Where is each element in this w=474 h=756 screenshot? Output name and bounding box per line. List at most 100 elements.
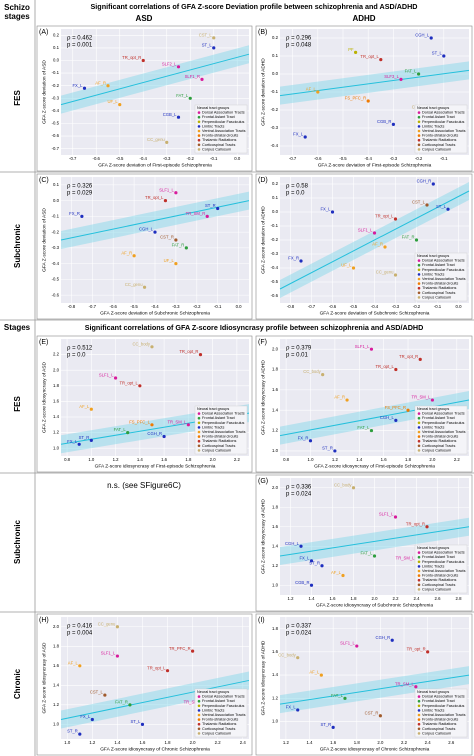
data-point [391,122,395,126]
legend-swatch [417,125,421,128]
data-point [174,191,178,195]
point-label: SLF1_L [99,373,114,378]
x-tick-label: 1.2 [113,457,120,462]
data-point [162,434,166,439]
data-point [303,135,307,139]
point-label: FAT_L [176,93,189,98]
legend-swatch [417,695,421,698]
y-axis-label: GFA Z-score deviation of ASD [41,60,47,124]
panel-label: (G) [258,478,268,485]
legend-label: Fronto-striatal circuits [422,574,458,578]
point-label: CC_genu [147,137,165,142]
point-label: SLF1_L [358,228,373,233]
legend-label: Corpus Callosum [422,587,451,591]
legend-swatch [197,444,201,448]
legend-swatch [417,129,421,133]
legend-swatch [197,435,201,438]
x-tick-label: 0.0 [236,304,243,309]
data-point [369,347,374,351]
data-point [200,77,204,81]
row-label: FES [13,90,22,106]
point-label: FX_L [80,714,91,719]
data-point [383,245,387,249]
point-label: FS_PFC_L [129,419,150,424]
legend-swatch [197,727,201,731]
x-axis-label: GFA Z-score idiosyncrasy of First-episod… [314,463,435,469]
legend-label: Corticospinal Tracts [422,583,455,587]
legend-swatch [417,416,421,420]
point-label: AF_R [372,242,383,247]
point-label: SLF1_L [340,641,355,646]
data-point [299,259,303,263]
legend-swatch [197,134,201,137]
x-tick-label: -0.5 [130,304,138,309]
point-label: ST_R [67,729,78,734]
legend-swatch [197,713,201,717]
data-point [141,58,145,63]
legend-box [414,544,468,594]
y-tick-label: 2.0 [53,367,60,372]
y-tick-label: -0.4 [271,265,279,270]
point-label: FX_L [72,83,83,88]
legend-swatch [417,291,421,295]
legend-swatch [417,578,421,582]
y-tick-label: -0.7 [52,146,60,151]
y-tick-label: 0.2 [272,35,279,40]
legend-swatch [417,722,421,726]
x-tick-label: -0.5 [339,156,347,161]
legend-label: Frontal Aslant Tract [422,555,456,559]
point-label: FX_R [69,211,80,216]
y-tick-label: -0.4 [52,108,60,113]
data-point [309,559,314,563]
legend-swatch [417,727,421,731]
data-point [126,431,130,435]
legend-label: Frontal Aslant Tract [202,416,236,420]
y-tick-label: 0.0 [272,209,279,214]
column-header: ADHD [352,14,375,23]
legend-swatch [197,704,201,708]
y-tick-label: 1.4 [53,682,60,687]
x-tick-label: 2.0 [429,457,436,462]
legend-label: Fronto-striatal circuits [422,718,458,722]
y-tick-label: 0.1 [272,53,279,58]
legend-title: Neural tract groups [417,254,449,258]
point-label: FX_L [286,705,297,710]
legend-swatch [417,282,421,285]
legend-label: Limbic Tracts [202,425,224,429]
x-tick-label: 0.8 [283,457,290,462]
y-tick-label: 0.1 [53,182,60,187]
x-tick-label: 1.8 [405,457,412,462]
data-point [319,673,323,677]
legend-swatch [417,273,421,276]
point-label: ST_L [436,204,447,209]
x-axis-label: GFA Z-score deviation of First-episode S… [98,162,212,168]
x-tick-label: -0.2 [193,304,201,309]
corner-label: Schizo stages [4,3,30,21]
legend-title: Neural tract groups [417,546,449,550]
y-tick-label: -0.5 [52,277,60,282]
legend-label: Dorsal Association Tracts [422,111,465,115]
point-label: FAT_L [357,425,370,430]
data-point [333,449,337,453]
x-tick-label: 1.4 [114,740,121,745]
y-tick-label: 1.8 [272,626,279,631]
point-label: FX_L [299,555,310,560]
legend-swatch [417,565,421,568]
stat-p: p = 0.024 [286,631,312,637]
stat-p: p = 0.004 [67,631,93,637]
x-axis-label: GFA Z-score idiosyncrasy of Subchronic S… [316,602,433,608]
stat-rho: ρ = 0.512 [67,346,93,352]
legend-label: Corpus Callosum [422,448,451,452]
point-label: FX_R [288,256,299,261]
legend-swatch [417,426,421,429]
trend-line [60,679,250,720]
data-point [426,650,430,654]
data-point [390,638,394,642]
x-tick-label: -0.1 [440,156,448,161]
x-tick-label: 1.6 [161,457,168,462]
x-tick-label: -0.1 [214,304,222,309]
y-tick-label: -0.2 [52,83,60,88]
legend-label: Perpendicular Fasciculus [422,704,465,708]
note: n.s. (see SFigure6C) [107,481,181,490]
legend-label: Ventral Association Tracts [422,277,466,281]
